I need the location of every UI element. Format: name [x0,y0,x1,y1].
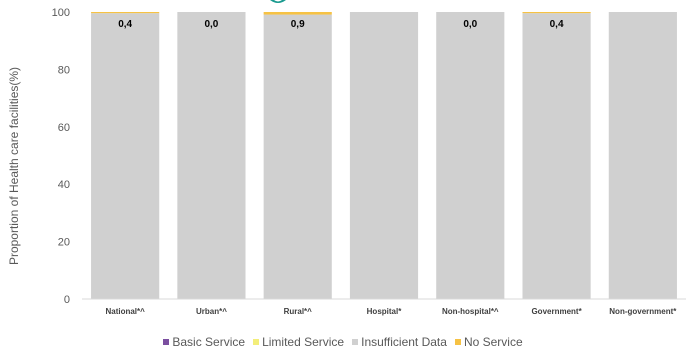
x-tick-label: Hospital* [367,307,403,316]
bar-segment-insufficient-data [608,12,677,299]
y-tick-label: 40 [58,179,70,191]
legend-swatch-insufficient-data [352,339,359,345]
bar-segment-insufficient-data [91,13,160,299]
data-label: 0,4 [550,19,564,30]
legend-label-no-service: No Service [463,335,523,349]
x-tick-label: Non-government* [609,307,677,316]
data-labels: 0,4 0,0 0,9 0,0 0,4 [118,19,564,30]
bar-segment-insufficient-data [349,12,419,299]
teal-logo-fragment [270,0,286,3]
legend-item-insufficient-data: Insufficient Data [352,335,447,349]
data-label: 0,0 [204,19,218,30]
x-tick-label: Government* [531,307,582,316]
x-tick-label: Rural*^ [284,307,313,316]
data-label: 0,0 [463,19,477,30]
bar-segment-no-service [263,12,332,15]
bar-segment-no-service [91,12,160,14]
legend-item-no-service: No Service [454,335,523,349]
y-axis-ticks: 0 20 40 60 80 100 [52,7,70,306]
y-tick-label: 100 [52,7,70,19]
data-label: 0,9 [291,19,305,30]
x-tick-label: Non-hospital*^ [442,307,499,316]
bars [91,12,677,299]
data-label: 0,4 [118,19,132,30]
bar-segment-insufficient-data [522,13,591,299]
x-tick-label: Urban*^ [196,307,227,316]
legend-swatch-limited-service [253,339,260,345]
bar-segment-insufficient-data [177,12,246,299]
y-tick-label: 60 [58,122,70,134]
y-tick-label: 0 [64,294,70,306]
bar-segment-insufficient-data [436,12,505,299]
legend-label-insufficient-data: Insufficient Data [361,335,447,349]
legend-item-basic-service: Basic Service [163,335,245,349]
legend-label-limited-service: Limited Service [262,335,345,349]
legend-swatch-no-service [454,339,461,345]
bar-segment-insufficient-data [263,14,332,299]
legend-swatch-basic-service [163,339,170,345]
y-tick-label: 80 [58,64,70,76]
bar-segment-no-service [522,12,591,14]
x-tick-label: National*^ [105,307,145,316]
y-axis-title: Proportion of Health care facilities(%) [7,67,21,265]
x-axis-labels: National*^ Urban*^ Rural*^ Hospital* Non-hos… [105,307,677,316]
legend: Basic Service Limited Service Insufficie… [0,335,686,349]
legend-label-basic-service: Basic Service [172,335,246,349]
y-tick-label: 20 [58,237,70,249]
legend-item-limited-service: Limited Service [253,335,344,349]
